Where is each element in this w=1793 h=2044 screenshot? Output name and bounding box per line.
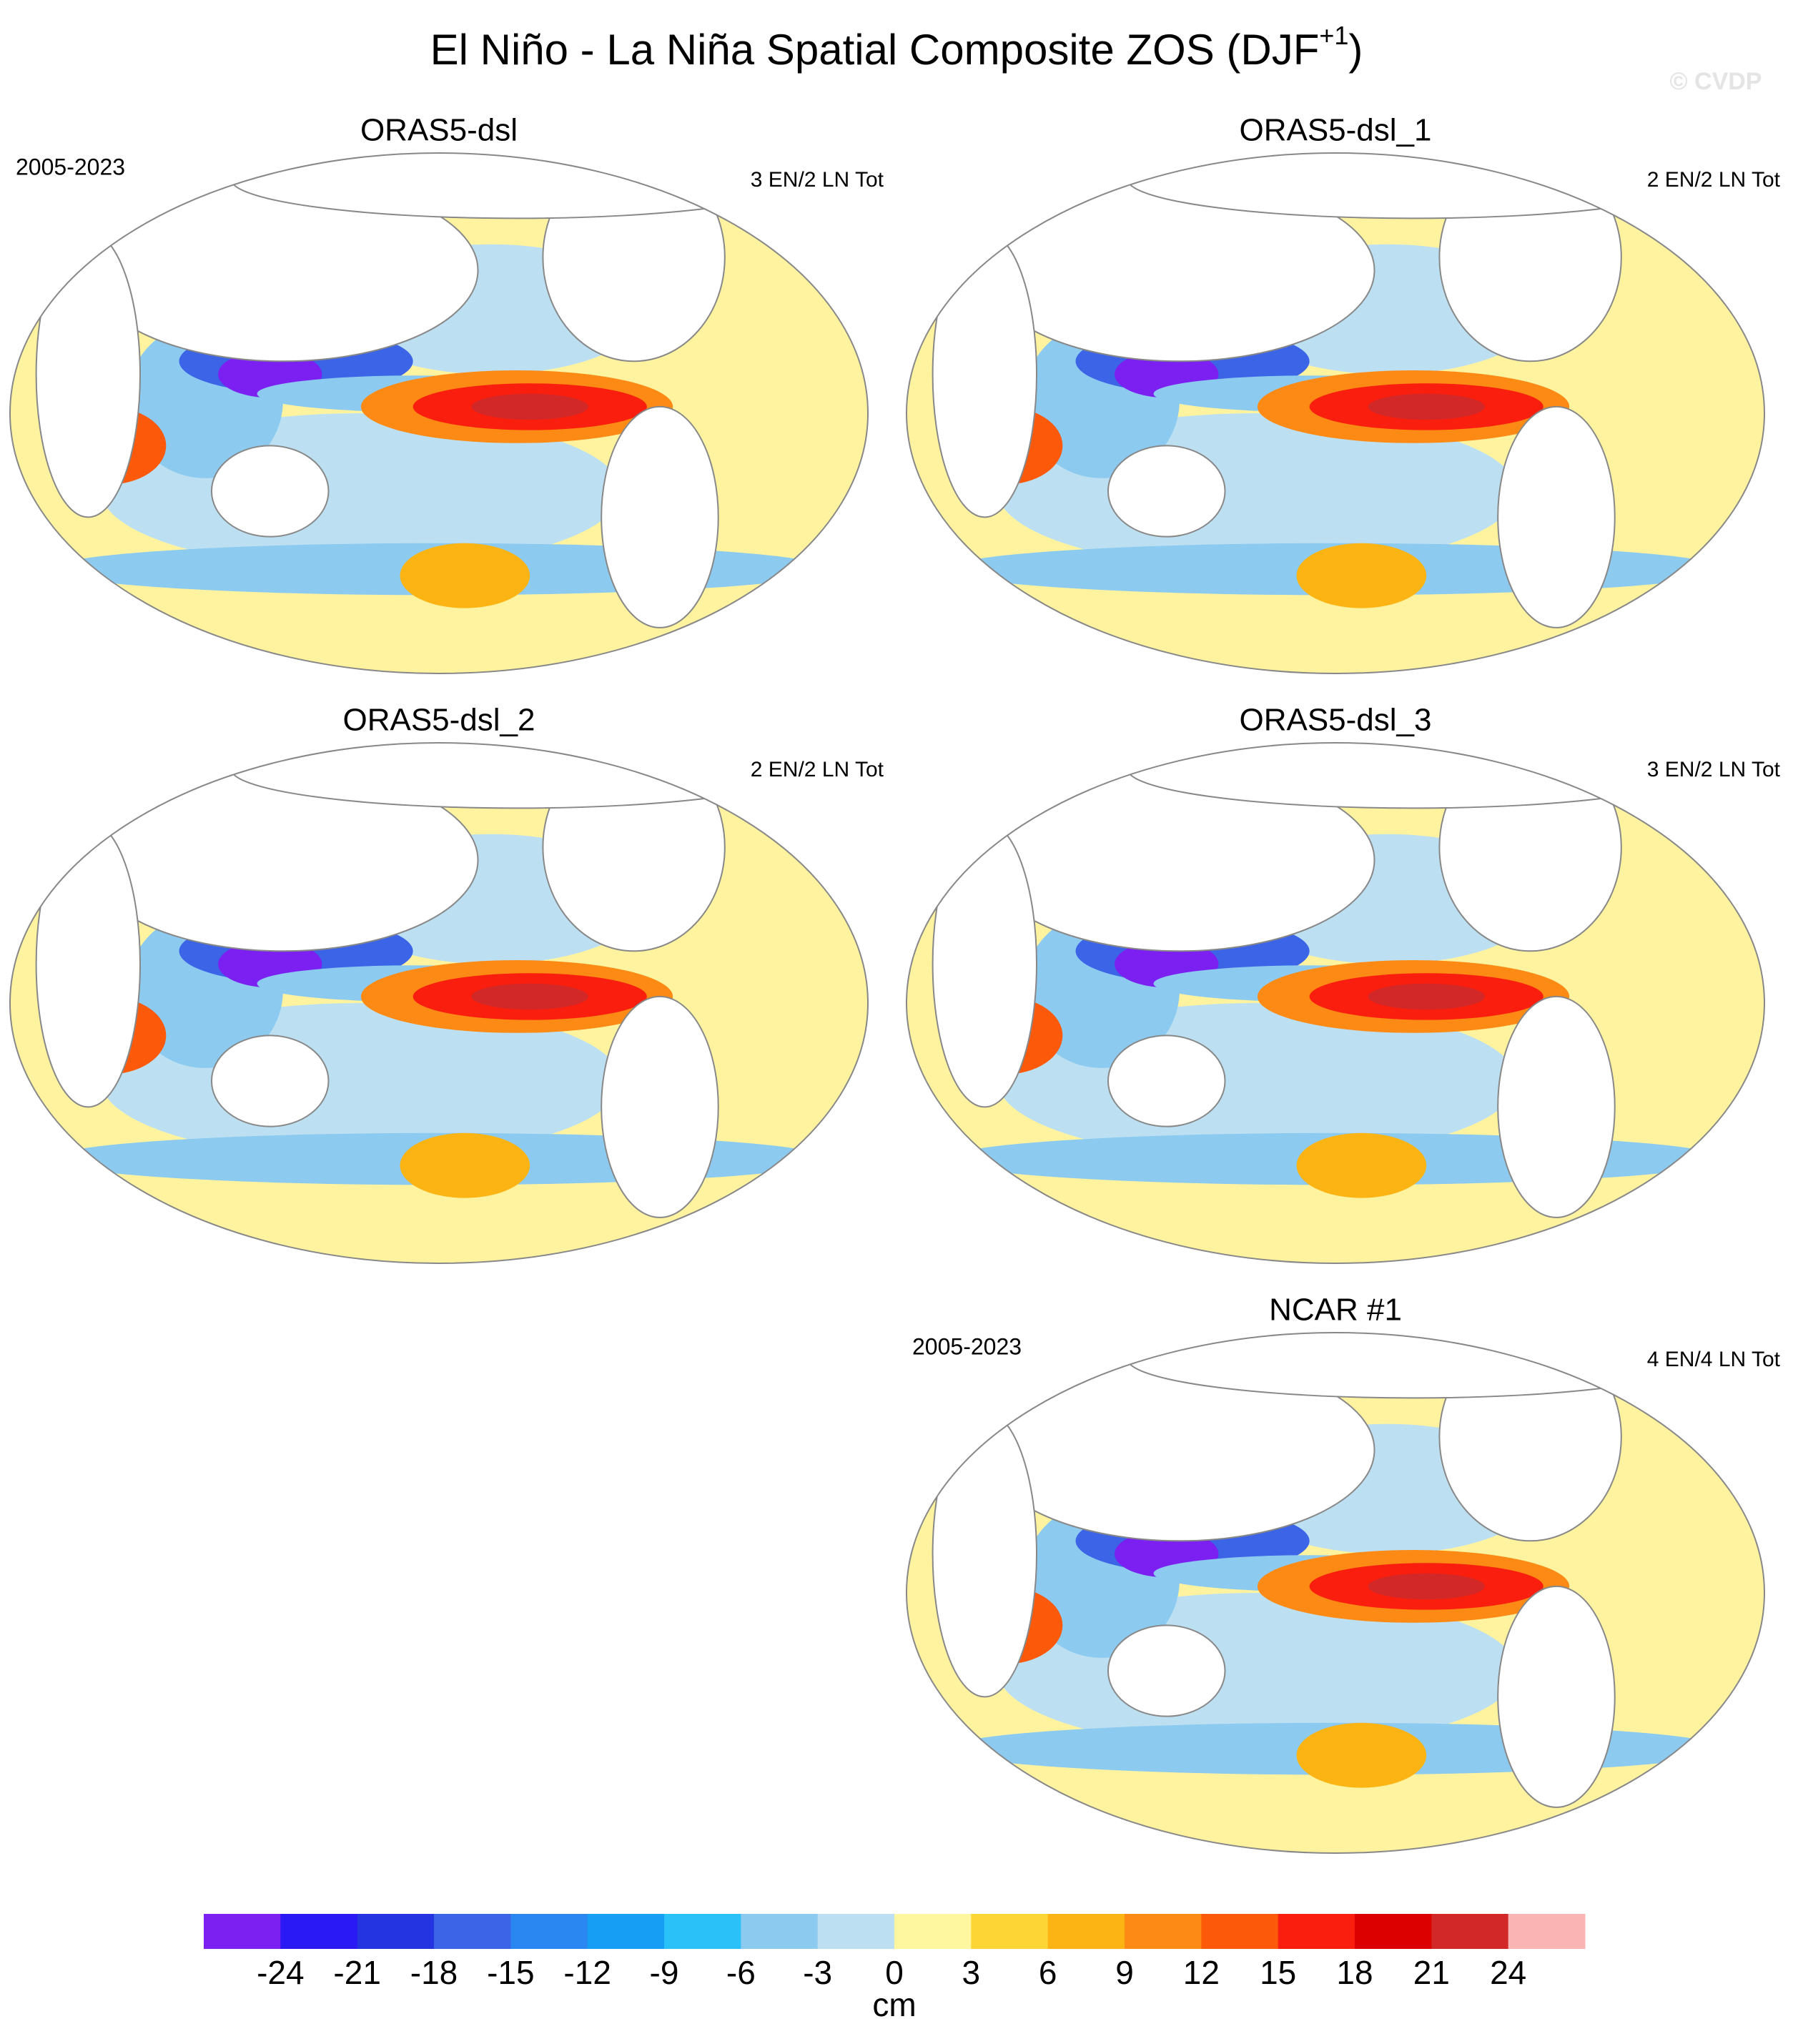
colorbar-tick-label: 21: [1413, 1954, 1450, 1991]
colorbar-tick-label: -21: [333, 1954, 380, 1991]
colorbar-box: [971, 1914, 1049, 1949]
land: [35, 820, 141, 1108]
colorbar-tick-label: 15: [1260, 1954, 1296, 1991]
colorbar-tick-label: -6: [726, 1954, 756, 1991]
map: [907, 1333, 1764, 1853]
watermark: © CVDP: [1670, 68, 1762, 95]
panel-count: 2 EN/2 LN Tot: [751, 758, 884, 781]
land: [932, 230, 1037, 518]
field-blob: [1368, 983, 1485, 1010]
colorbar-tick-label: 24: [1490, 1954, 1526, 1991]
land: [1127, 743, 1700, 809]
panel-title: ORAS5-dsl_1: [1239, 113, 1431, 148]
map: [907, 743, 1764, 1263]
panel-title: NCAR #1: [1269, 1293, 1402, 1328]
figure-title: El Niño - La Niña Spatial Composite ZOS …: [430, 21, 1363, 74]
colorbar-box: [741, 1914, 819, 1949]
field-blob: [400, 1132, 530, 1198]
colorbar-box: [1201, 1914, 1279, 1949]
colorbar-label: cm: [872, 1986, 916, 2023]
colorbar-tick-label: -15: [487, 1954, 534, 1991]
land: [932, 1410, 1037, 1698]
land: [1107, 445, 1226, 538]
colorbar-box: [204, 1914, 281, 1949]
colorbar-box: [1047, 1914, 1125, 1949]
land: [1107, 1624, 1226, 1717]
field-blob: [400, 543, 530, 608]
colorbar-tick-label: -18: [410, 1954, 458, 1991]
colorbar-tick-label: 9: [1115, 1954, 1134, 1991]
colorbar-box: [664, 1914, 741, 1949]
land: [230, 153, 804, 219]
land: [1497, 405, 1616, 628]
field-blob: [1368, 1573, 1485, 1600]
colorbar-tick-label: 6: [1039, 1954, 1057, 1991]
land: [210, 1035, 330, 1127]
land: [1497, 1585, 1616, 1808]
map-border: [906, 152, 1765, 674]
colorbar-tick-label: -24: [257, 1954, 304, 1991]
panel-count: 3 EN/2 LN Tot: [1647, 758, 1781, 781]
map-border: [9, 152, 869, 674]
land: [932, 820, 1037, 1108]
map: [10, 153, 868, 673]
panel-title: ORAS5-dsl: [360, 113, 518, 148]
colorbar-tick-label: 18: [1336, 1954, 1373, 1991]
colorbar-tick-label: 3: [962, 1954, 981, 1991]
field-blob: [1296, 1132, 1427, 1198]
map-border: [906, 742, 1765, 1264]
field-blob: [471, 393, 588, 420]
land: [210, 445, 330, 538]
land: [35, 230, 141, 518]
land: [1127, 1333, 1700, 1399]
land: [1107, 1035, 1226, 1127]
colorbar-box: [587, 1914, 665, 1949]
colorbar-box: [1431, 1914, 1509, 1949]
map: [10, 743, 868, 1263]
panel-period: 2005-2023: [912, 1333, 1022, 1359]
colorbar-box: [1355, 1914, 1432, 1949]
colorbar-box: [1125, 1914, 1202, 1949]
map-border: [9, 742, 869, 1264]
panel-title: ORAS5-dsl_2: [342, 703, 535, 738]
colorbar-tick-label: -12: [563, 1954, 611, 1991]
title-suffix: ): [1348, 26, 1363, 74]
title-text: El Niño - La Niña Spatial Composite ZOS …: [430, 26, 1320, 74]
colorbar-tick-label: -9: [650, 1954, 679, 1991]
map-border: [906, 1332, 1765, 1854]
field-blob: [471, 983, 588, 1010]
panel-period: 2005-2023: [16, 154, 125, 179]
colorbar-box: [280, 1914, 358, 1949]
land: [230, 743, 804, 809]
land: [1497, 995, 1616, 1218]
colorbar-box: [817, 1914, 895, 1949]
colorbar-box: [1508, 1914, 1586, 1949]
colorbar-box: [434, 1914, 511, 1949]
field-blob: [1296, 543, 1427, 608]
colorbar-box: [357, 1914, 435, 1949]
colorbar-tick-label: 0: [885, 1954, 904, 1991]
colorbar-box: [894, 1914, 972, 1949]
colorbar-box: [1278, 1914, 1355, 1949]
land: [1127, 153, 1700, 219]
panel-title: ORAS5-dsl_3: [1239, 703, 1431, 738]
panel-count: 4 EN/4 LN Tot: [1647, 1348, 1781, 1371]
field-blob: [1296, 1722, 1427, 1788]
title-superscript: +1: [1319, 21, 1348, 50]
panel-count: 2 EN/2 LN Tot: [1647, 168, 1781, 192]
land: [601, 995, 719, 1218]
panel-count: 3 EN/2 LN Tot: [751, 168, 884, 192]
colorbar-tick-label: -3: [803, 1954, 832, 1991]
field-blob: [1368, 393, 1485, 420]
colorbar-box: [510, 1914, 588, 1949]
colorbar-tick-label: 12: [1183, 1954, 1220, 1991]
map: [907, 153, 1764, 673]
land: [601, 405, 719, 628]
